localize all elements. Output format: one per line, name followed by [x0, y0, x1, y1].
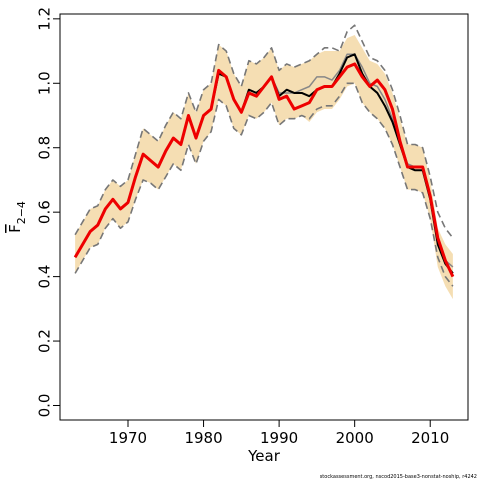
footer: stockassessment.org, nscod2015-base3-non… — [320, 474, 477, 480]
x-axis-label: Year — [247, 447, 281, 465]
x-tick-label: 1990 — [260, 429, 298, 447]
y-tick-label: 0.4 — [36, 265, 54, 289]
dashed-line — [74, 82, 454, 287]
y-tick-label: 0.0 — [36, 394, 54, 418]
y-tick-label: 0.8 — [36, 136, 54, 160]
x-tick-label: 1970 — [109, 429, 147, 447]
x-tick-label: 2000 — [336, 429, 374, 447]
y-tick-label: 0.6 — [36, 200, 54, 224]
line — [73, 62, 455, 278]
y-axis-label-subscript: 2−4 — [15, 201, 28, 224]
y-tick-label: 1.0 — [36, 71, 54, 95]
plot-frame — [59, 13, 469, 421]
y-axis-label: F2−4 — [6, 201, 28, 233]
x-tick-label: 1980 — [184, 429, 222, 447]
y-tick-label: 1.2 — [36, 7, 54, 31]
y-tick-label: 0.2 — [36, 329, 54, 353]
dashed-line — [74, 24, 454, 239]
y-axis-label-main: F — [6, 224, 24, 233]
x-tick-label: 2010 — [411, 429, 449, 447]
